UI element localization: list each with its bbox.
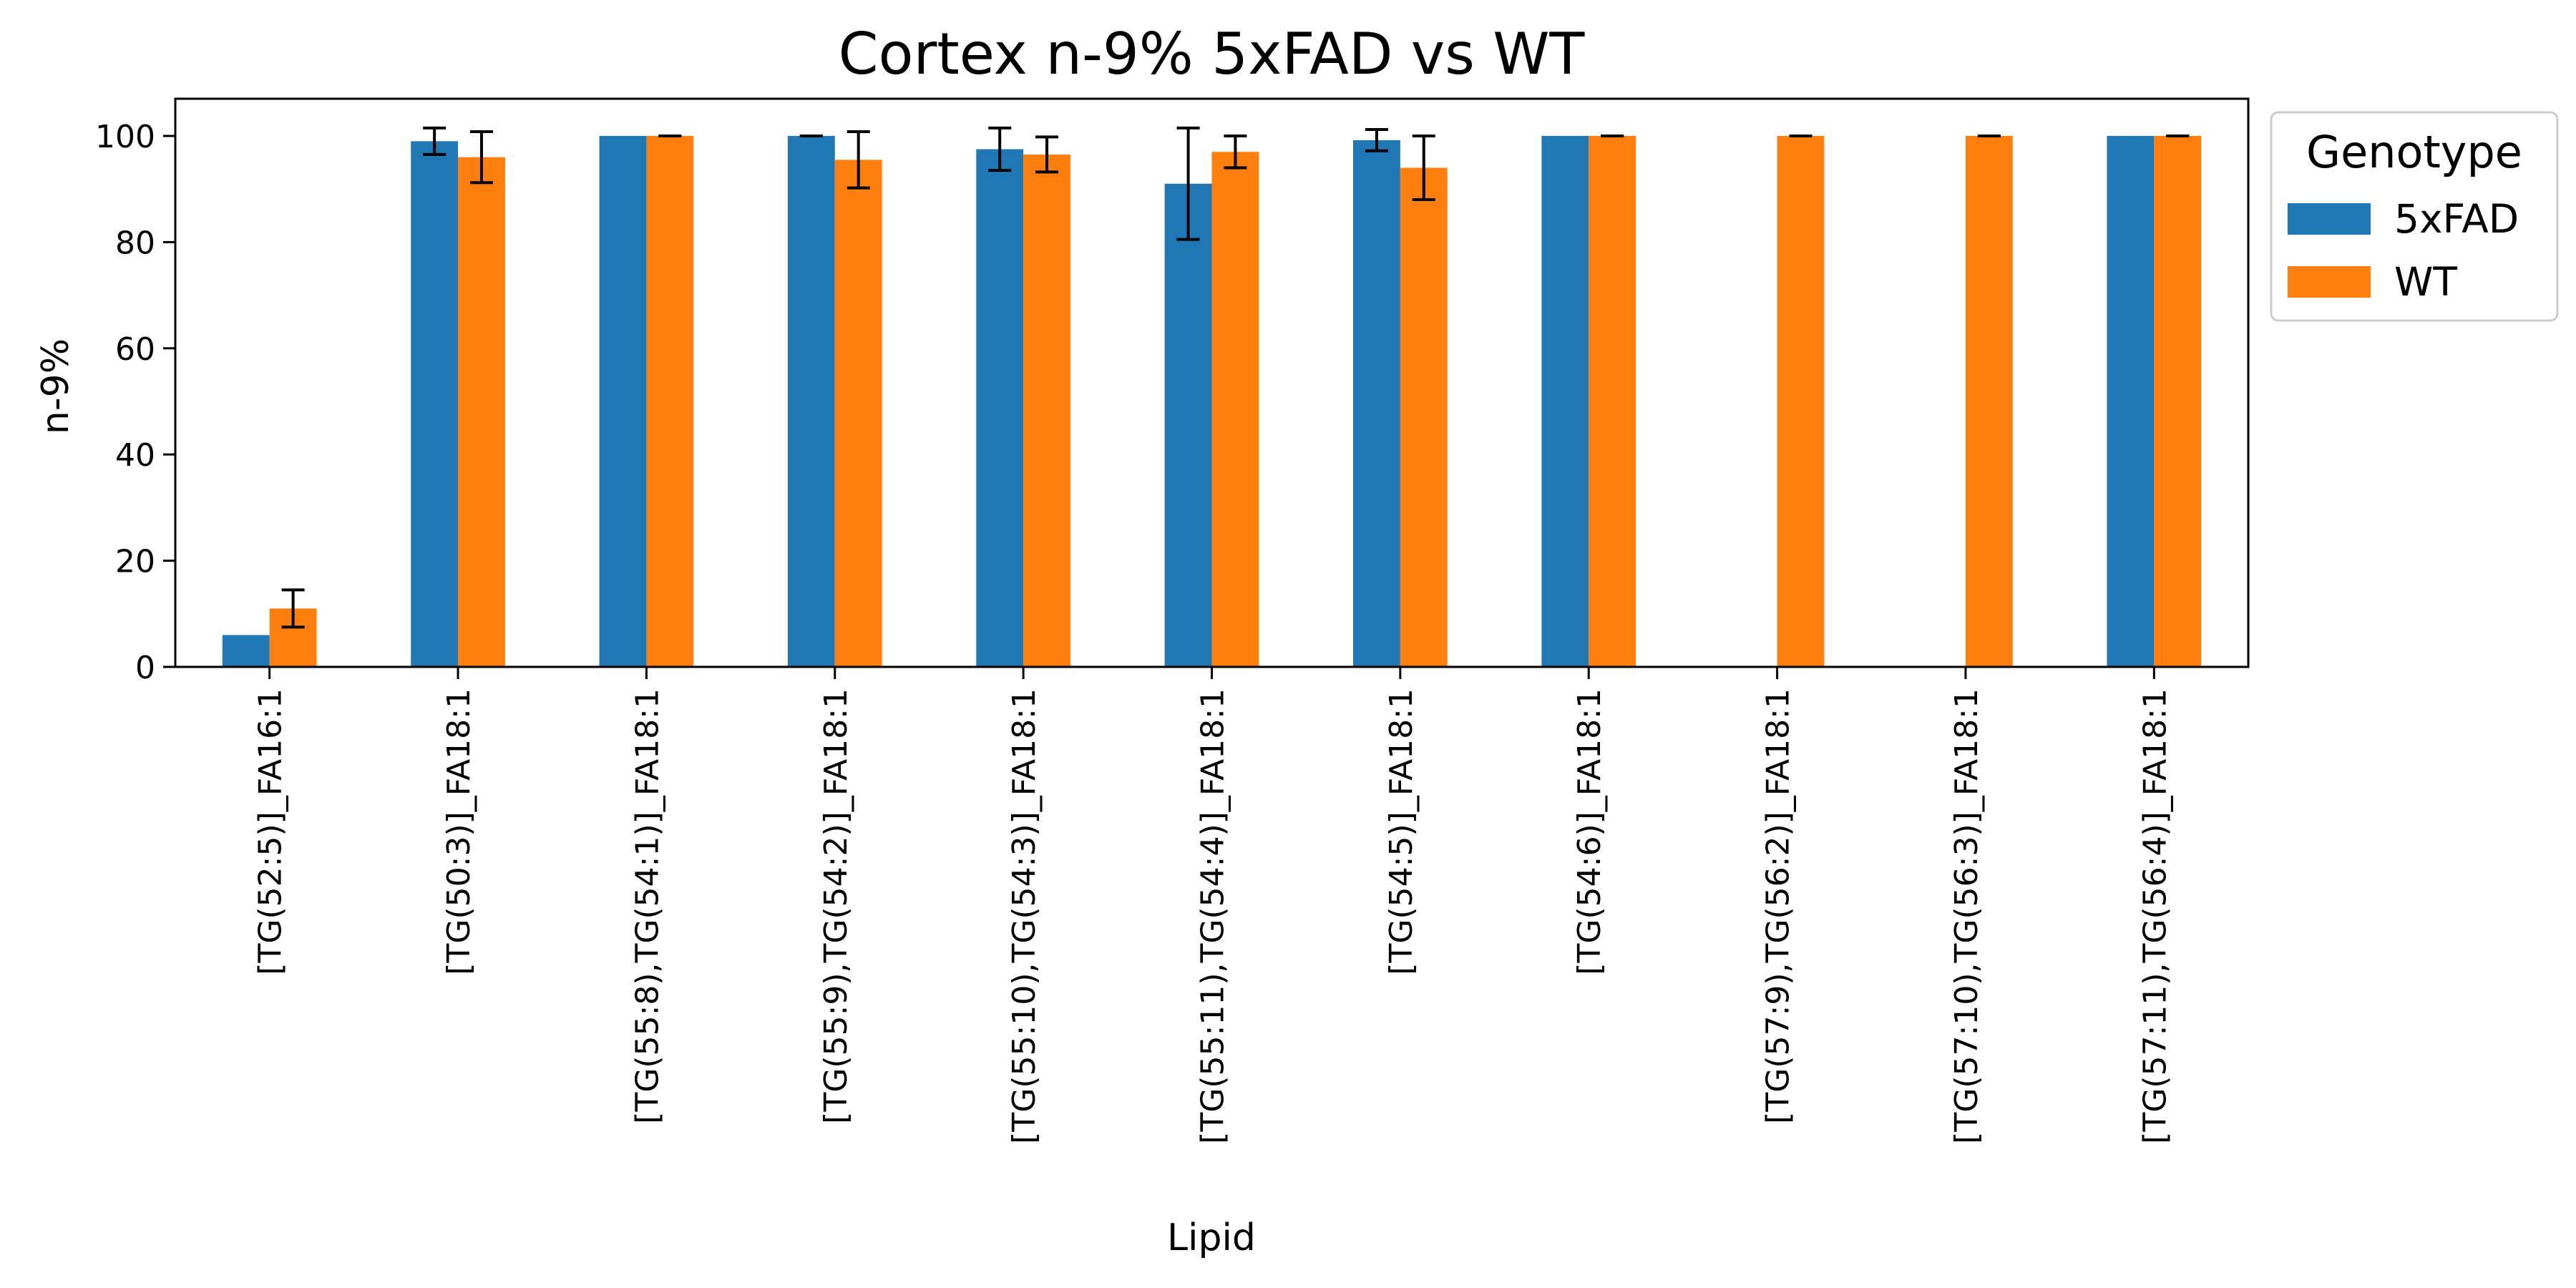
error-bar-5xfad-4 xyxy=(988,126,1012,172)
x-tick-label-1: [TG(50:3)]_FA18:1 xyxy=(441,688,477,975)
error-bar-wt-0 xyxy=(281,588,305,629)
bar-5xfad-5 xyxy=(1164,183,1212,667)
bar-5xfad-3 xyxy=(787,135,835,668)
x-tick-label-0: [TG(52:5)]_FA16:1 xyxy=(253,688,289,975)
y-axis: 0 20 40 60 80 100 xyxy=(95,119,175,686)
plot-frame xyxy=(174,97,2250,668)
x-tick-label-8: [TG(57:9),TG(56:2)]_FA18:1 xyxy=(1760,688,1797,1124)
y-tick-label-20: 20 xyxy=(115,544,155,580)
x-axis: [TG(52:5)]_FA16:1 [TG(50:3)]_FA18:1 [TG(55… xyxy=(253,667,2173,1144)
bar-wt-7 xyxy=(1589,135,1636,668)
x-tick-label-9: [TG(57:10),TG(56:3)]_FA18:1 xyxy=(1948,688,1985,1144)
bar-5xfad-1 xyxy=(411,141,459,667)
error-bar-wt-3 xyxy=(847,130,870,190)
x-tick-label-5: [TG(55:11),TG(54:4)]_FA18:1 xyxy=(1195,688,1231,1144)
bar-wt-10 xyxy=(2154,135,2202,668)
y-tick-label-40: 40 xyxy=(115,437,155,474)
bar-wt-4 xyxy=(1023,154,1070,667)
bar-wt-9 xyxy=(1965,135,2013,668)
bar-wt-8 xyxy=(1777,135,1825,668)
error-bar-5xfad-6 xyxy=(1365,128,1388,152)
bar-wt-2 xyxy=(646,135,694,668)
bar-5xfad-7 xyxy=(1541,135,1589,668)
bar-5xfad-2 xyxy=(599,135,647,668)
error-bar-5xfad-5 xyxy=(1176,126,1200,241)
bar-5xfad-10 xyxy=(2107,135,2155,668)
chart-title: Cortex n-9% 5xFAD vs WT xyxy=(839,21,1586,87)
legend: Genotype 5xFAD WT xyxy=(2270,111,2559,322)
y-axis-label: n-9% xyxy=(34,338,77,434)
bar-wt-6 xyxy=(1400,167,1448,667)
legend-swatch-wt xyxy=(2288,266,2371,298)
x-axis-label: Lipid xyxy=(1167,1216,1256,1259)
bar-5xfad-0 xyxy=(222,635,270,667)
bar-wt-5 xyxy=(1211,152,1259,667)
x-tick-label-7: [TG(54:6)]_FA18:1 xyxy=(1571,688,1608,975)
error-bar-wt-6 xyxy=(1412,134,1435,201)
legend-title: Genotype xyxy=(2306,126,2522,178)
error-bar-wt-5 xyxy=(1224,134,1247,170)
bar-5xfad-6 xyxy=(1353,140,1400,667)
bars-group xyxy=(222,135,2202,668)
error-bars-group xyxy=(281,126,2190,629)
legend-label-5xfad: 5xFAD xyxy=(2394,196,2519,242)
y-tick-label-100: 100 xyxy=(95,119,155,155)
legend-swatch-5xfad xyxy=(2288,203,2371,235)
y-tick-label-60: 60 xyxy=(115,331,155,368)
error-bar-wt-1 xyxy=(469,130,493,185)
bar-wt-1 xyxy=(458,157,505,668)
legend-label-wt: WT xyxy=(2394,259,2457,305)
error-bar-wt-4 xyxy=(1035,135,1059,174)
x-tick-label-10: [TG(57:11),TG(56:4)]_FA18:1 xyxy=(2137,688,2173,1144)
bar-5xfad-4 xyxy=(976,149,1024,667)
x-tick-label-2: [TG(55:8),TG(54:1)]_FA18:1 xyxy=(629,688,665,1124)
error-bar-5xfad-1 xyxy=(423,126,447,156)
y-tick-label-0: 0 xyxy=(135,650,155,686)
bar-wt-3 xyxy=(834,160,882,668)
y-tick-label-80: 80 xyxy=(115,225,155,261)
x-tick-label-3: [TG(55:9),TG(54:2)]_FA18:1 xyxy=(818,688,854,1124)
x-tick-label-6: [TG(54:5)]_FA18:1 xyxy=(1383,688,1420,975)
x-tick-label-4: [TG(55:10),TG(54:3)]_FA18:1 xyxy=(1006,688,1043,1144)
